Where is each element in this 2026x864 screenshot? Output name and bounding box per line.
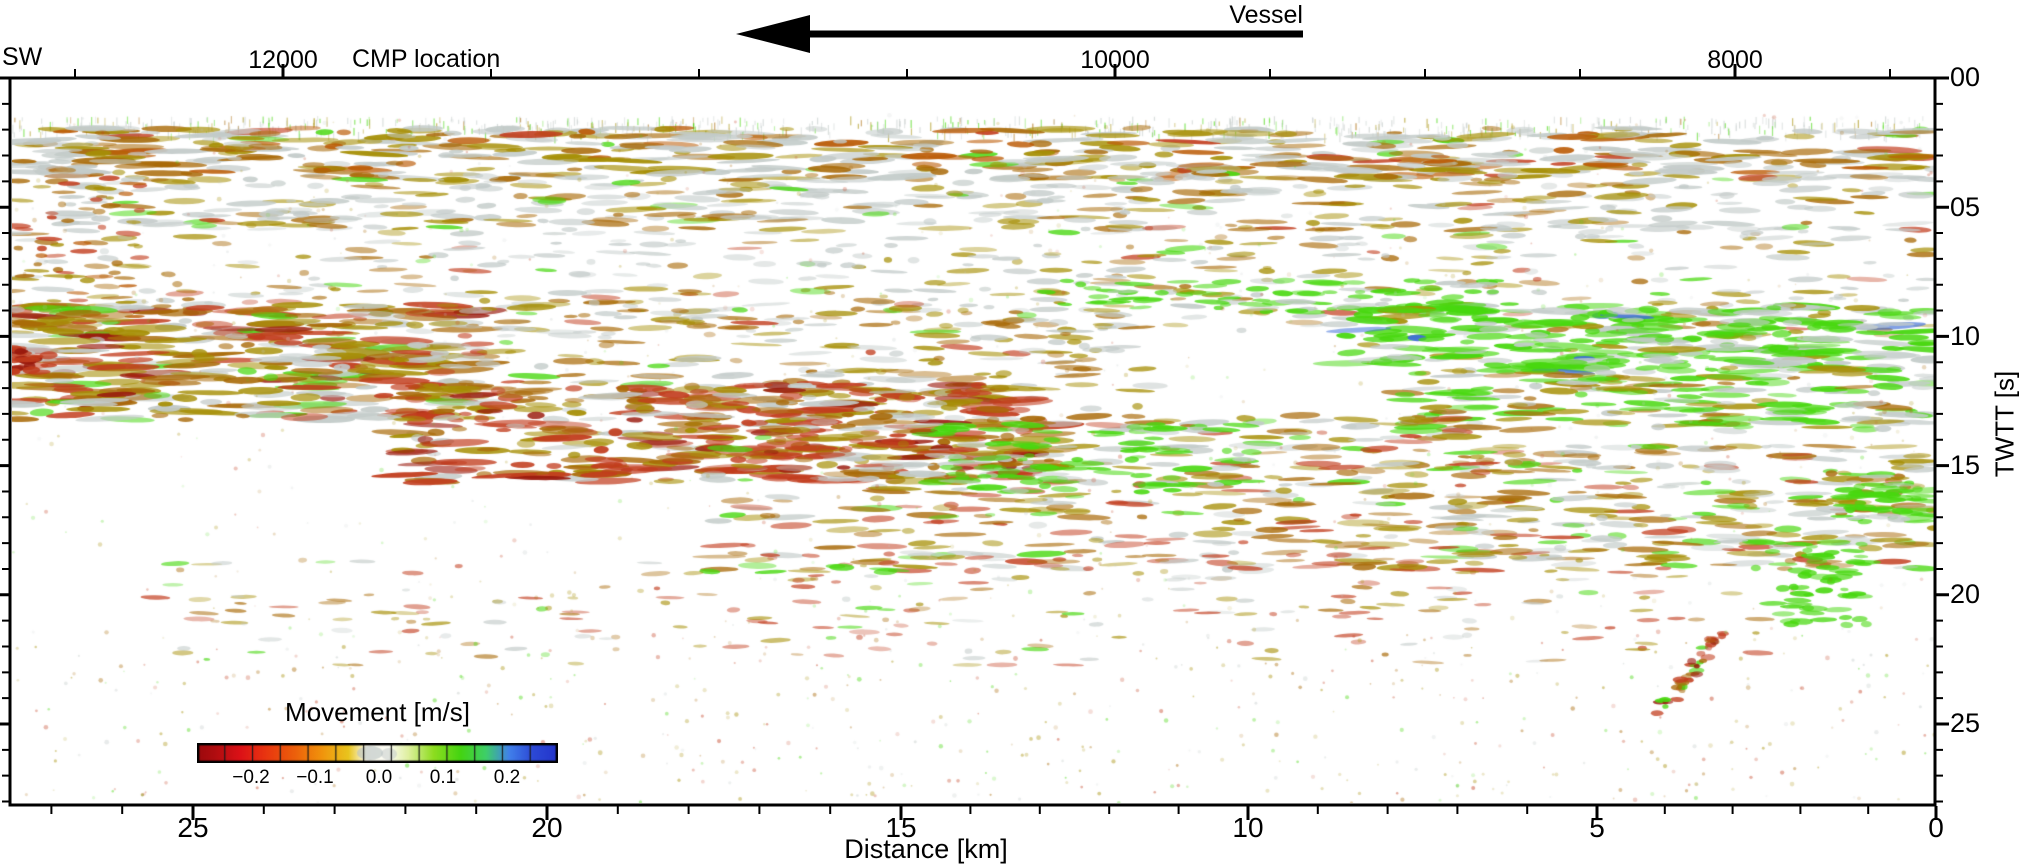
colorbar-tick-label: 0.2 [493, 767, 521, 788]
twtt-tick-label: 00 [1950, 61, 1981, 92]
colorbar-gradient [197, 743, 558, 763]
vessel-label: Vessel [1229, 1, 1303, 29]
twtt-tick-label: 10 [1950, 320, 1981, 351]
vessel-direction-arrow-icon [736, 15, 1303, 53]
distance-tick-label: 5 [1589, 812, 1605, 843]
cmp-tick-label: 8000 [1707, 46, 1763, 74]
twtt-tick-label: 20 [1950, 578, 1981, 609]
cmp-tick-label: 12000 [248, 46, 318, 74]
distance-tick-label: 10 [1232, 812, 1264, 843]
colorbar-tick-label: −0.2 [232, 767, 270, 788]
distance-tick-label: 0 [1928, 812, 1944, 843]
distance-tick-label: 15 [885, 812, 917, 843]
colorbar-title: Movement [m/s] [285, 697, 470, 727]
corner-label-sw: SW [2, 43, 43, 71]
colorbar-tick-label: 0.0 [365, 767, 393, 788]
colorbar: Movement [m/s] −0.2 −0.1 0.0 0.1 0.2 [197, 697, 558, 797]
cmp-axis-title: CMP location [352, 45, 501, 73]
twtt-tick-label: 25 [1950, 707, 1981, 738]
cmp-tick-label: 10000 [1080, 46, 1150, 74]
seismic-section-image [12, 80, 1935, 803]
distance-tick-label: 25 [177, 812, 209, 843]
distance-tick-label: 20 [531, 812, 563, 843]
distance-axis-title: Distance [km] [844, 834, 1008, 864]
colorbar-tick-label: 0.1 [429, 767, 457, 788]
twtt-tick-label: 05 [1950, 191, 1981, 222]
twtt-tick-label: 15 [1950, 449, 1981, 480]
colorbar-tick-label: −0.1 [296, 767, 334, 788]
twtt-axis-title: TWTT [s] [1989, 370, 2020, 478]
